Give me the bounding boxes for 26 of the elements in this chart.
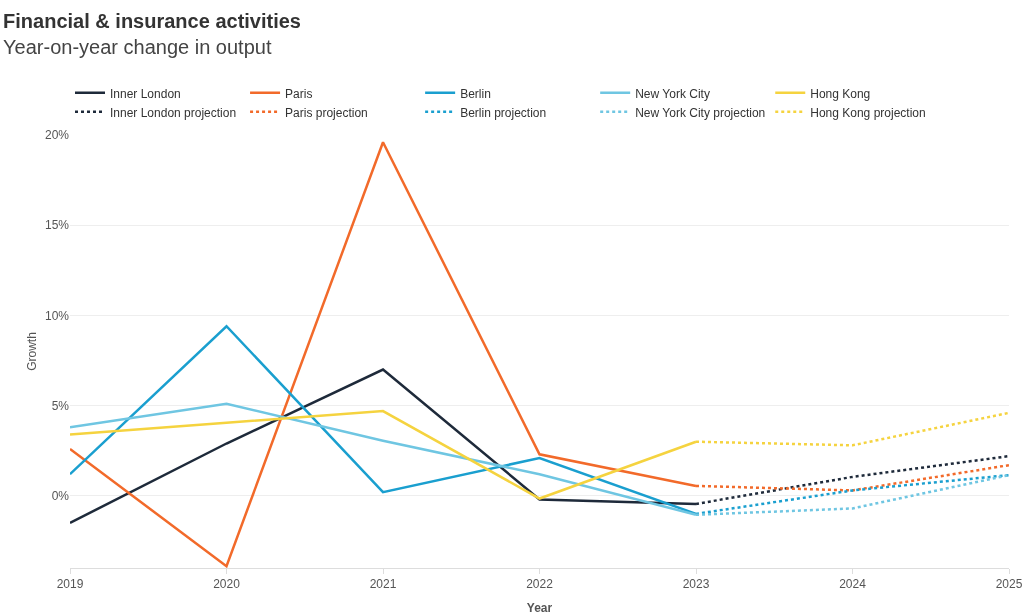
chart-subtitle: Year-on-year change in output bbox=[3, 35, 272, 58]
legend-label: Paris bbox=[285, 86, 313, 101]
x-tick-label: 2025 bbox=[995, 577, 1023, 592]
legend-label: New York City bbox=[635, 86, 710, 101]
y-axis-title: Growth bbox=[25, 332, 39, 371]
x-tick-label: 2021 bbox=[369, 577, 397, 592]
x-axis-title: Year bbox=[526, 601, 553, 615]
x-tick-label: 2023 bbox=[682, 577, 710, 592]
legend-label: Berlin bbox=[460, 86, 491, 101]
legend-label: Paris projection bbox=[285, 105, 368, 120]
legend-label: Inner London bbox=[110, 86, 181, 101]
y-tick-label: 15% bbox=[44, 218, 70, 233]
legend-label: Berlin projection bbox=[460, 105, 547, 120]
legend-label: New York City projection bbox=[635, 105, 766, 120]
y-tick-label: 5% bbox=[51, 398, 70, 413]
x-tick-label: 2022 bbox=[526, 577, 554, 592]
y-tick-label: 20% bbox=[44, 128, 70, 143]
y-tick-label: 0% bbox=[51, 489, 70, 504]
x-tick-label: 2024 bbox=[839, 577, 867, 592]
x-tick-label: 2020 bbox=[213, 577, 241, 592]
legend-label: Hong Kong bbox=[810, 86, 871, 101]
legend-label: Hong Kong projection bbox=[810, 105, 926, 120]
x-tick-label: 2019 bbox=[56, 577, 84, 592]
chart-title: Financial & insurance activities bbox=[3, 9, 301, 32]
y-tick-label: 10% bbox=[44, 308, 70, 323]
legend-label: Inner London projection bbox=[110, 105, 237, 120]
